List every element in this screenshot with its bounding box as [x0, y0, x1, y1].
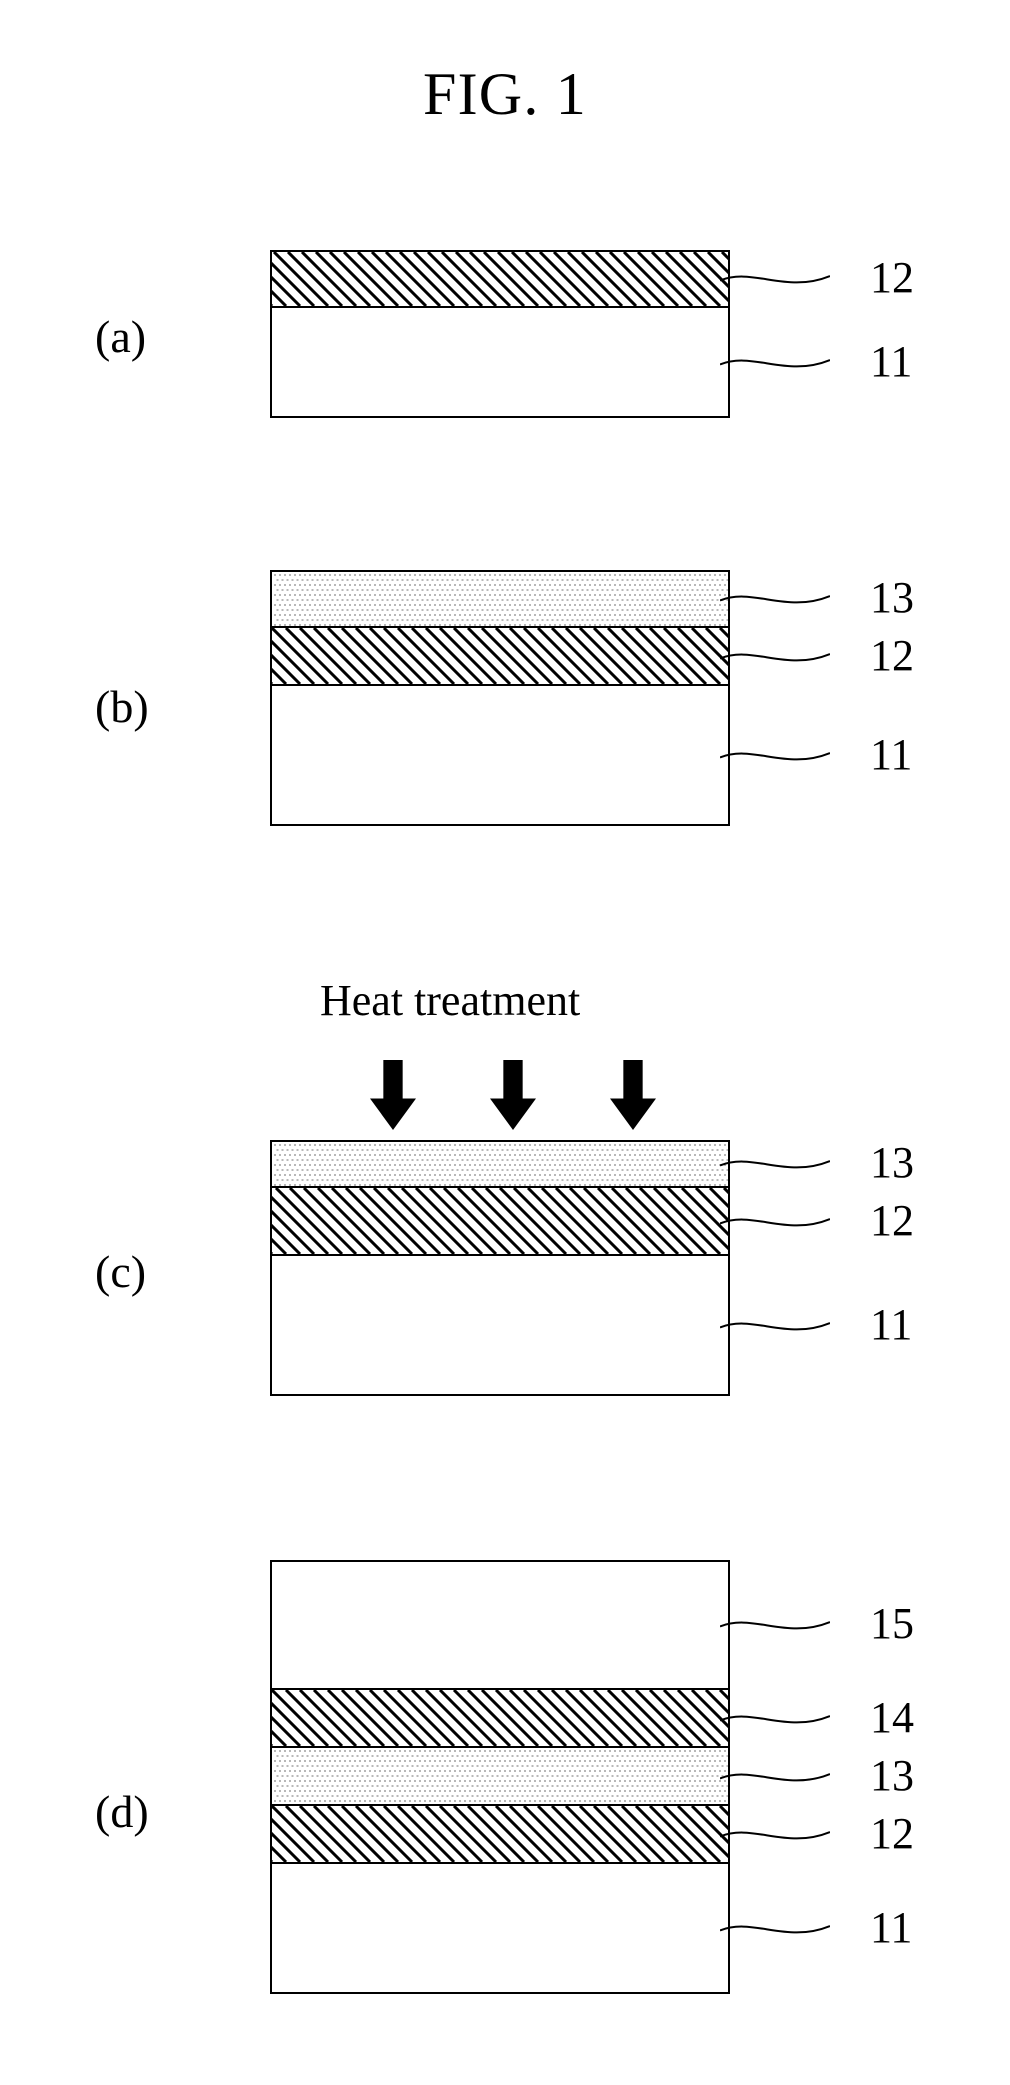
- callout-d-13: 13: [870, 1750, 914, 1801]
- callout-c-12: 12: [870, 1195, 914, 1246]
- layer-c-12: [270, 1188, 730, 1256]
- leader-line: [720, 741, 830, 771]
- layer-d-11: [270, 1864, 730, 1994]
- heat-arrow-icon: [370, 1060, 416, 1130]
- figure-title: FIG. 1: [0, 60, 1010, 129]
- layer-d-14: [270, 1690, 730, 1748]
- layer-b-11: [270, 686, 730, 826]
- panel-label-c: (c): [95, 1245, 146, 1298]
- leader-line: [720, 1704, 830, 1734]
- callout-c-11: 11: [870, 1299, 912, 1350]
- callout-b-11: 11: [870, 729, 912, 780]
- leader-line: [720, 1762, 830, 1792]
- callout-b-13: 13: [870, 572, 914, 623]
- layer-c-11: [270, 1256, 730, 1396]
- leader-line: [720, 1207, 830, 1237]
- callout-a-12: 12: [870, 252, 914, 303]
- panel-label-d: (d): [95, 1785, 149, 1838]
- layer-d-12: [270, 1806, 730, 1864]
- heat-treatment-label: Heat treatment: [320, 975, 580, 1026]
- leader-line: [720, 1149, 830, 1179]
- panel-label-a: (a): [95, 310, 146, 363]
- leader-line: [720, 264, 830, 294]
- callout-d-15: 15: [870, 1598, 914, 1649]
- heat-arrow-icon: [490, 1060, 536, 1130]
- callout-d-12: 12: [870, 1808, 914, 1859]
- leader-line: [720, 1914, 830, 1944]
- leader-line: [720, 642, 830, 672]
- callout-d-14: 14: [870, 1692, 914, 1743]
- layer-c-13: [270, 1140, 730, 1188]
- layer-d-15: [270, 1560, 730, 1690]
- callout-a-11: 11: [870, 336, 912, 387]
- callout-c-13: 13: [870, 1137, 914, 1188]
- layer-b-13: [270, 570, 730, 628]
- layer-d-13: [270, 1748, 730, 1806]
- layer-a-11: [270, 308, 730, 418]
- layer-b-12: [270, 628, 730, 686]
- callout-d-11: 11: [870, 1902, 912, 1953]
- leader-line: [720, 1820, 830, 1850]
- leader-line: [720, 1311, 830, 1341]
- leader-line: [720, 1610, 830, 1640]
- layer-a-12: [270, 250, 730, 308]
- leader-line: [720, 584, 830, 614]
- heat-arrow-icon: [610, 1060, 656, 1130]
- panel-label-b: (b): [95, 680, 149, 733]
- callout-b-12: 12: [870, 630, 914, 681]
- leader-line: [720, 348, 830, 378]
